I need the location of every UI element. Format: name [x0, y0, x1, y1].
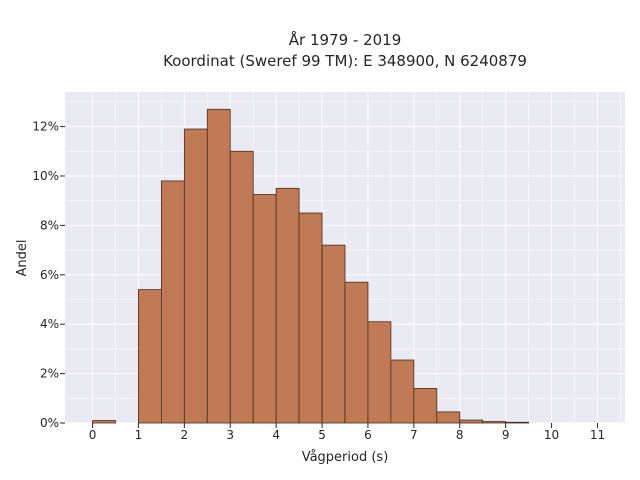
y-tick-label: 12% [32, 120, 59, 134]
histogram-bar [321, 244, 346, 424]
x-tick-label: 0 [89, 428, 97, 442]
bars [92, 108, 530, 424]
x-tick-label: 7 [410, 428, 418, 442]
chart-title: År 1979 - 2019 [289, 30, 402, 49]
y-tick-label: 8% [40, 218, 59, 232]
y-tick-label: 6% [40, 268, 59, 282]
histogram-bar [459, 419, 484, 424]
x-tick-label: 4 [272, 428, 280, 442]
x-tick-label: 6 [364, 428, 372, 442]
histogram-bar [206, 108, 231, 424]
histogram-bar [436, 411, 461, 424]
y-tick-label: 10% [32, 169, 59, 183]
histogram-bar [505, 421, 530, 424]
x-axis-ticks: 0 1 2 3 4 5 6 7 8 9 10 11 [89, 423, 605, 442]
histogram-bar [92, 420, 116, 424]
histogram-bar [390, 359, 415, 424]
y-axis-ticks: 0% 2% 4% 6% 8% 10% 12% [32, 120, 65, 430]
histogram-bar [252, 194, 277, 424]
x-tick-label: 3 [226, 428, 234, 442]
histogram-bar [344, 281, 369, 424]
y-axis-label: Andel [15, 240, 30, 277]
histogram-bar [413, 388, 438, 424]
y-tick-label: 2% [40, 367, 59, 381]
x-tick-label: 9 [502, 428, 510, 442]
x-tick-label: 10 [544, 428, 559, 442]
x-tick-label: 1 [135, 428, 143, 442]
x-tick-label: 8 [456, 428, 464, 442]
histogram-bar [138, 289, 162, 424]
histogram-bar [229, 150, 254, 424]
x-tick-label: 2 [181, 428, 189, 442]
histogram-bar [160, 180, 185, 424]
histogram-bar [367, 321, 392, 424]
x-axis-label: Vågperiod (s) [302, 450, 389, 465]
histogram-bar [298, 212, 323, 424]
histogram-bar [183, 128, 208, 424]
chart-subtitle: Koordinat (Sweref 99 TM): E 348900, N 62… [163, 52, 527, 70]
y-tick-label: 0% [40, 416, 59, 430]
histogram-bar [482, 421, 507, 424]
x-tick-label: 11 [590, 428, 605, 442]
histogram-bar [275, 187, 300, 424]
x-tick-label: 5 [318, 428, 326, 442]
y-tick-label: 4% [40, 317, 59, 331]
